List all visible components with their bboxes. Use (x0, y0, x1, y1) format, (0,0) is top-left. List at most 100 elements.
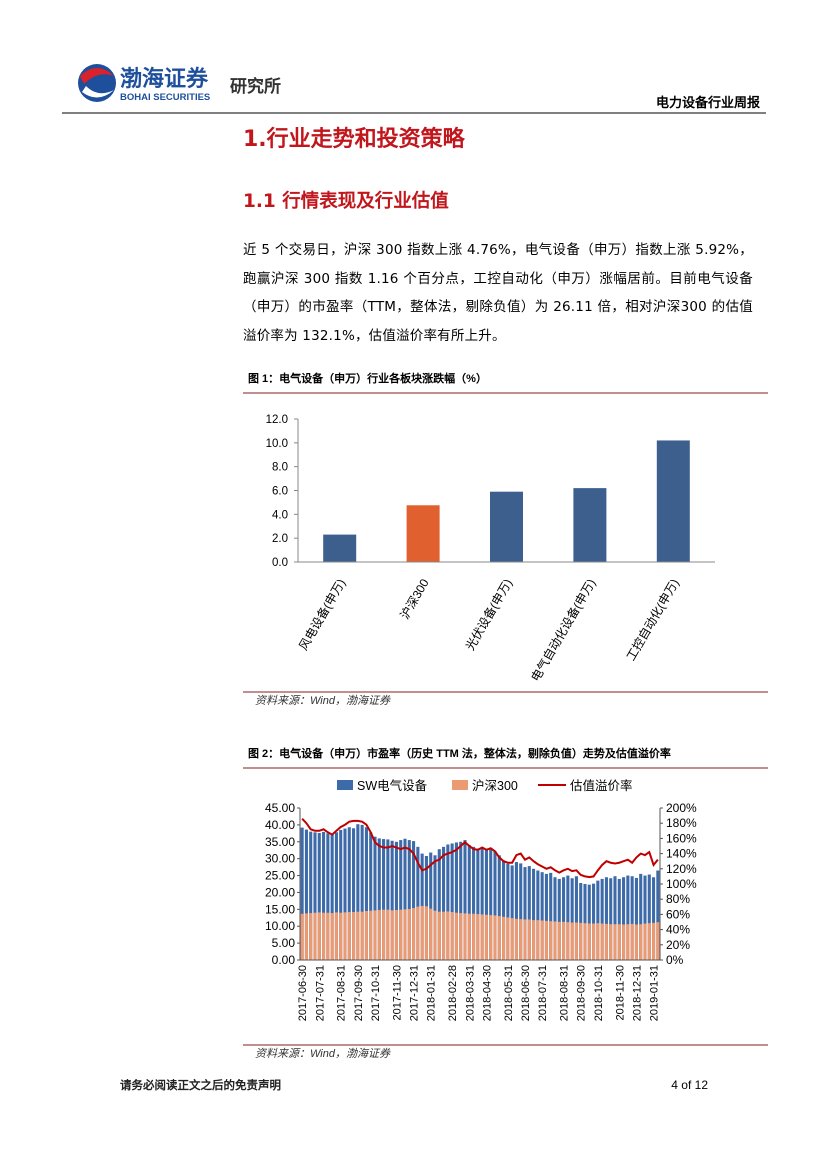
bar (647, 923, 651, 960)
x-tick-label: 2017-10-31 (370, 965, 382, 1021)
bar (583, 884, 587, 960)
x-tick-label: 2017-12-31 (409, 965, 421, 1021)
bar (304, 829, 308, 960)
bar (514, 862, 518, 960)
bar (613, 876, 617, 960)
bar (377, 910, 381, 960)
bar (622, 924, 626, 960)
paragraph: 近 5 个交易日，沪深 300 指数上涨 4.76%，电气设备（申万）指数上涨 … (243, 242, 753, 344)
x-tick-label: 2018-12-31 (631, 965, 643, 1021)
bar (463, 913, 467, 960)
legend-label: SW电气设备 (357, 778, 428, 793)
bar (313, 912, 317, 960)
figure-2: 图 2：电气设备（申万）市盈率（历史 TTM 法，整体法，剔除负值）走势及估值溢… (243, 746, 768, 1060)
bar (369, 910, 373, 960)
bar (484, 914, 488, 960)
bar (540, 872, 544, 960)
y-tick-label: 40.00 (265, 818, 295, 832)
y-tick-label: 35.00 (265, 835, 295, 849)
section-title: 1.行业走势和投资策略 (243, 127, 465, 152)
bar (574, 876, 578, 960)
bar (544, 920, 548, 960)
y-tick-label: 25.00 (265, 869, 295, 883)
bar (377, 838, 381, 960)
bar (634, 877, 638, 960)
bar (480, 914, 484, 960)
bar (406, 505, 440, 562)
x-tick-label: 2018-06-30 (520, 965, 532, 1021)
bar (502, 860, 506, 960)
y2-tick-label: 180% (666, 816, 697, 830)
bar (437, 849, 441, 960)
bar (416, 846, 420, 960)
bar (596, 880, 600, 960)
bar (442, 911, 446, 960)
x-tick-label: 2018-02-28 (447, 965, 459, 1021)
bar (639, 924, 643, 960)
bar (570, 922, 574, 960)
bar (527, 866, 531, 960)
bar (313, 832, 317, 960)
y-tick-label: 0.0 (272, 557, 288, 569)
bar (472, 846, 476, 960)
figure-1: 图 1：电气设备（申万）行业各板块涨跌幅（%） 资料来源：Wind，渤海证券 0.0… (243, 371, 768, 707)
bar (604, 923, 608, 960)
bar (536, 920, 540, 960)
report-type: 电力设备行业周报 (656, 95, 761, 110)
y-tick-label: 20.00 (265, 885, 295, 899)
bar (317, 912, 321, 960)
bar (317, 832, 321, 960)
bar (617, 878, 621, 960)
bar (343, 912, 347, 960)
bar (502, 916, 506, 960)
y2-tick-label: 80% (666, 892, 690, 906)
x-tick-label: 2018-05-31 (503, 965, 515, 1021)
y-tick-label: 5.00 (272, 936, 296, 950)
bar (369, 832, 373, 960)
bar (493, 851, 497, 960)
bar (643, 875, 647, 960)
bar (334, 832, 338, 960)
bar (476, 848, 480, 960)
bar (574, 922, 578, 960)
bar (326, 833, 330, 960)
figure-caption: 图 1：电气设备（申万）行业各板块涨跌幅（%） (248, 371, 487, 385)
bar (592, 883, 596, 960)
bar (386, 839, 390, 960)
bar (656, 440, 690, 562)
bar (613, 924, 617, 960)
x-tick-label: 光伏设备(申万) (463, 577, 515, 653)
bar (506, 917, 510, 960)
bar (323, 534, 357, 562)
bar (656, 922, 660, 960)
bar (506, 863, 510, 960)
bar (570, 878, 574, 960)
x-tick-label: 风电设备(申万) (296, 577, 348, 653)
bar (300, 827, 304, 960)
bar (532, 920, 536, 960)
bar (416, 906, 420, 960)
bar (622, 877, 626, 960)
y-tick-label: 8.0 (272, 462, 288, 474)
bar (429, 852, 433, 960)
bar (309, 913, 313, 960)
x-tick-label: 2018-10-31 (593, 965, 605, 1021)
x-tick-label: 电气自动化设备(申万) (528, 576, 599, 684)
bar (573, 488, 607, 562)
bar (433, 910, 437, 960)
bar (394, 910, 398, 960)
bar (339, 829, 343, 960)
bar (583, 923, 587, 960)
y2-tick-label: 100% (666, 877, 697, 891)
bar (600, 923, 604, 960)
x-tick-label: 2018-03-31 (464, 965, 476, 1021)
bar (634, 924, 638, 960)
bar (566, 875, 570, 960)
bar (347, 912, 351, 960)
bar (536, 870, 540, 960)
bar (532, 868, 536, 960)
y2-tick-label: 0% (666, 953, 684, 967)
bar (489, 915, 493, 960)
bar (604, 877, 608, 960)
